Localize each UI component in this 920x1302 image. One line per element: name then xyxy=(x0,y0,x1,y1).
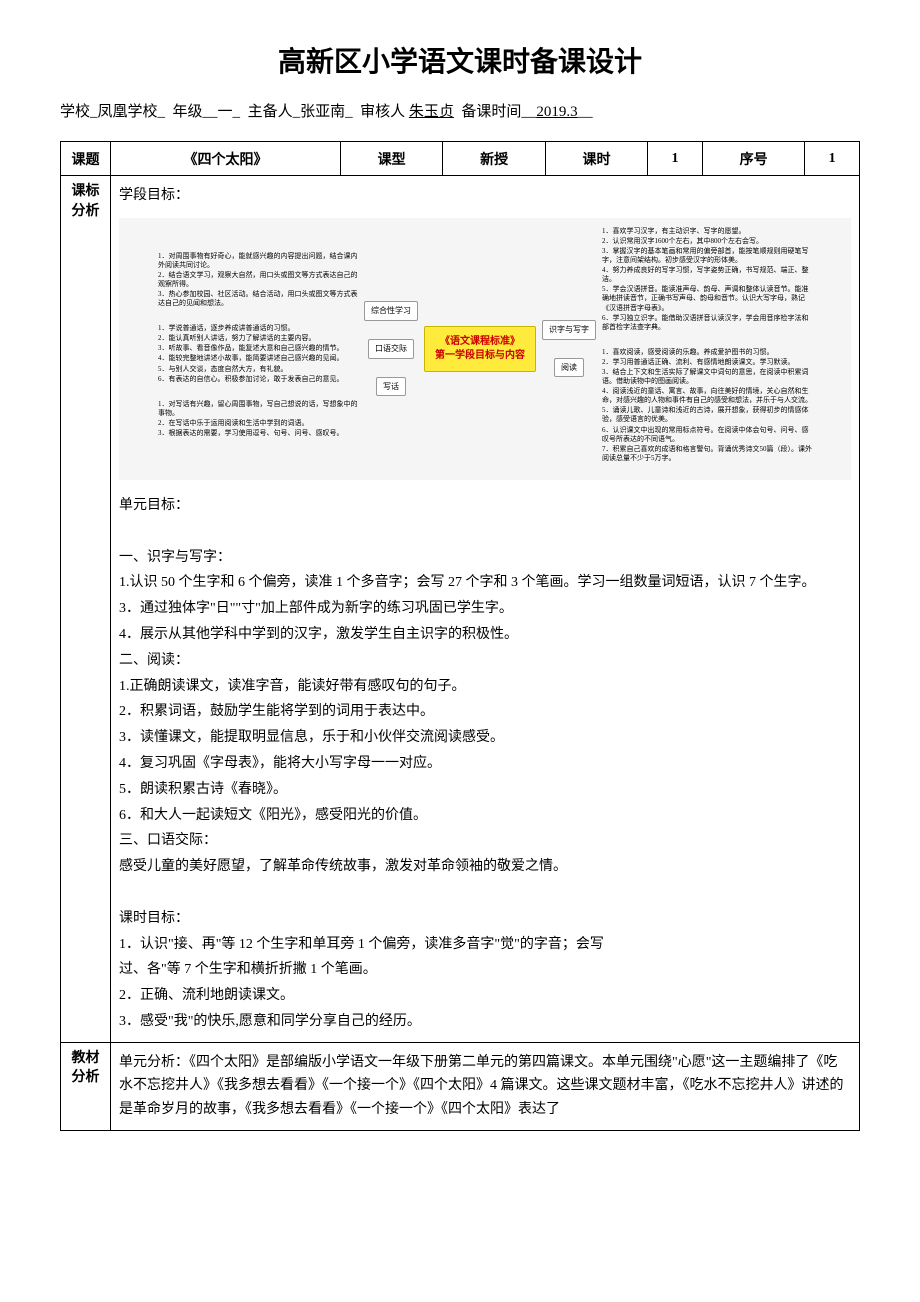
kb-p11: 4．复习巩固《字母表》，能将大小写字母一一对应。 xyxy=(119,752,851,776)
mindmap-left-details: 1．对周围事物有好奇心，能就感兴趣的内容提出问题，结合课内外阅读共同讨论。2．结… xyxy=(158,251,358,448)
mindmap-detail-line: 6．有表达的自信心。积极参加讨论，敢于发表自己的意见。 xyxy=(158,375,358,384)
period-label: 课时 xyxy=(545,142,647,176)
kb-p14: 三、口语交际： xyxy=(119,829,851,853)
mindmap-detail-line: 6．认识课文中出现的常用标点符号。在阅读中体会句号、问号、感叹号所表达的不同语气… xyxy=(602,426,812,444)
mm-center-l1: 《语文课程标准》 xyxy=(435,335,525,349)
kb-p10: 3．读懂课文，能提取明显信息，乐于和小伙伴交流阅读感受。 xyxy=(119,726,851,750)
kb-p13: 6．和大人一起读短文《阳光》，感受阳光的价值。 xyxy=(119,804,851,828)
mm-node-shizi: 识字与写字 xyxy=(542,320,596,340)
kb-p19: 2．正确、流利地朗读课文。 xyxy=(119,984,851,1008)
mindmap-right-nodes: 识字与写字 阅读 xyxy=(542,320,596,377)
kb-p12: 5．朗读积累古诗《春晓》。 xyxy=(119,778,851,802)
seq-value: 1 xyxy=(805,142,860,176)
kebiao-row: 课标分析 学段目标： 1．对周围事物有好奇心，能就感兴趣的内容提出问题，结合课内… xyxy=(61,176,860,1043)
mindmap-detail-line: 3．掌握汉字的基本笔画和常用的偏旁部首，能按笔顺规则用硬笔写字，注意间架结构。初… xyxy=(602,247,812,265)
mindmap-right-details: 1．喜欢学习汉字，有主动识字、写字的愿望。2．认识常用汉字1600个左右，其中8… xyxy=(602,226,812,472)
reviewer-label: 审核人 xyxy=(360,104,405,120)
kb-p17: 1．认识"接、再"等 12 个生字和单耳旁 1 个偏旁，读准多音字"觉"的字音；… xyxy=(119,933,851,957)
mindmap-detail-line: 6．学习独立识字。能借助汉语拼音认读汉字，学会用音序检字法和部首检字法查字典。 xyxy=(602,314,812,332)
kb-p9: 2．积累词语，鼓励学生能将学到的词用于表达中。 xyxy=(119,700,851,724)
school-label: 学校 xyxy=(60,104,90,120)
kb-p8: 1.正确朗读课文，读准字音，能读好带有感叹句的句子。 xyxy=(119,675,851,699)
grade-value: __一_ xyxy=(203,104,241,120)
jiaocai-row: 教材分析 单元分析：《四个太阳》是部编版小学语文一年级下册第二单元的第四篇课文。… xyxy=(61,1042,860,1130)
mindmap-detail-line: 1．学说普通话，逐步养成讲普通话的习惯。 xyxy=(158,324,358,333)
seq-label: 序号 xyxy=(702,142,804,176)
topic-label: 课题 xyxy=(61,142,111,176)
kebiao-label: 课标分析 xyxy=(61,176,111,1043)
unit-goal-head: 单元目标： xyxy=(119,494,851,518)
kb-p4: 1.认识 50 个生字和 6 个偏旁，读准 1 个多音字；会写 27 个字和 3… xyxy=(119,571,851,595)
jiaocai-content: 单元分析：《四个太阳》是部编版小学语文一年级下册第二单元的第四篇课文。本单元围绕… xyxy=(111,1042,860,1130)
mindmap-detail-line: 1．喜欢阅读，感受阅读的乐趣。养成爱护图书的习惯。 xyxy=(602,348,812,357)
period-value: 1 xyxy=(648,142,703,176)
mindmap-detail-line: 1．喜欢学习汉字，有主动识字、写字的愿望。 xyxy=(602,227,812,236)
preparer-label: 主备人 xyxy=(248,104,293,120)
mindmap-detail-line: 4．阅读浅近的童话、寓言、故事，向往美好的情境，关心自然和生命，对感兴趣的人物和… xyxy=(602,387,812,405)
topic-value: 《四个太阳》 xyxy=(111,142,341,176)
mindmap-detail-line: 2．学习用普通话正确、流利、有感情地朗读课文。学习默读。 xyxy=(602,358,812,367)
mindmap: 1．对周围事物有好奇心，能就感兴趣的内容提出问题，结合课内外阅读共同讨论。2．结… xyxy=(119,218,851,480)
mindmap-detail-line: 4．能较完整地讲述小故事，能简要讲述自己感兴趣的见闻。 xyxy=(158,354,358,363)
mindmap-detail-line: 2．在写话中乐于运用阅读和生活中学到的词语。 xyxy=(158,419,358,428)
kb-p20: 3．感受"我"的快乐,愿意和同学分享自己的经历。 xyxy=(119,1010,851,1034)
reviewer-value: 朱玉贞 xyxy=(409,104,454,120)
meta-line: 学校_凤凰学校_ 年级__一_ 主备人_张亚南_ 审核人 朱玉贞 备课时间__2… xyxy=(60,100,860,121)
mm-center-l2: 第一学段目标与内容 xyxy=(435,349,525,363)
date-label: 备课时间 xyxy=(461,104,521,120)
mindmap-detail-line: 7．积累自己喜欢的成语和格言警句。背诵优秀诗文50篇（段）。课外阅读总量不少于5… xyxy=(602,445,812,463)
mindmap-detail-line: 3．听故事、看音像作品，能复述大意和自己感兴趣的情节。 xyxy=(158,344,358,353)
mindmap-center: 《语文课程标准》 第一学段目标与内容 xyxy=(424,326,536,372)
mm-node-zonghe: 综合性学习 xyxy=(364,301,418,321)
school-value: _凤凰学校_ xyxy=(90,104,165,120)
page-title: 高新区小学语文课时备课设计 xyxy=(60,40,860,80)
mindmap-detail-line: 5．学会汉语拼音。能读准声母、韵母、声调和整体认读音节。能准确地拼读音节，正确书… xyxy=(602,285,812,312)
header-row: 课题 《四个太阳》 课型 新授 课时 1 序号 1 xyxy=(61,142,860,176)
mindmap-detail-line: 3．结合上下文和生活实际了解课文中词句的意思，在阅读中积累词语。借助读物中的图画… xyxy=(602,368,812,386)
mm-node-xiehua: 写话 xyxy=(376,377,406,397)
mindmap-detail-line: 1．对周围事物有好奇心，能就感兴趣的内容提出问题，结合课内外阅读共同讨论。 xyxy=(158,252,358,270)
jiaocai-label: 教材分析 xyxy=(61,1042,111,1130)
mindmap-detail-line: 2．结合语文学习，观察大自然，用口头或图文等方式表达自己的观察所得。 xyxy=(158,271,358,289)
type-label: 课型 xyxy=(340,142,442,176)
mindmap-detail-line: 3．根据表达的需要，学习使用逗号、句号、问号、感叹号。 xyxy=(158,429,358,438)
mm-node-yuedu: 阅读 xyxy=(554,358,584,378)
kb-p7: 二、阅读： xyxy=(119,649,851,673)
kb-p3: 一、识字与写字： xyxy=(119,546,851,570)
mindmap-detail-line: 3．热心参加校园、社区活动。结合活动，用口头或图文等方式表达自己的见闻和想法。 xyxy=(158,290,358,308)
mindmap-left-nodes: 综合性学习 口语交际 写话 xyxy=(364,301,418,396)
mindmap-detail-line: 5．与别人交谈，态度自然大方，有礼貌。 xyxy=(158,365,358,374)
kb-p6: 4．展示从其他学科中学到的汉字，激发学生自主识字的积极性。 xyxy=(119,623,851,647)
mindmap-detail-line: 2．认识常用汉字1600个左右，其中800个左右会写。 xyxy=(602,237,812,246)
kb-p15: 感受儿童的美好愿望，了解革命传统故事，激发对革命领袖的敬爱之情。 xyxy=(119,855,851,879)
kb-p18: 过、各"等 7 个生字和横折折撇 1 个笔画。 xyxy=(119,958,851,982)
type-value: 新授 xyxy=(443,142,545,176)
kebiao-content: 学段目标： 1．对周围事物有好奇心，能就感兴趣的内容提出问题，结合课内外阅读共同… xyxy=(111,176,860,1043)
mindmap-detail-line: 1．对写话有兴趣，留心周围事物，写自己想说的话，写想象中的事物。 xyxy=(158,400,358,418)
stage-goal-head: 学段目标： xyxy=(119,184,851,208)
kb-p16: 课时目标： xyxy=(119,907,851,931)
kb-p5: 3．通过独体字"日""寸"加上部件成为新字的练习巩固已学生字。 xyxy=(119,597,851,621)
jc-p1: 单元分析：《四个太阳》是部编版小学语文一年级下册第二单元的第四篇课文。本单元围绕… xyxy=(119,1051,851,1122)
mindmap-detail-line: 5．诵读儿歌、儿童诗和浅近的古诗，展开想象，获得初步的情感体验，感受语言的优美。 xyxy=(602,406,812,424)
mindmap-detail-line: 4．努力养成良好的写字习惯，写字姿势正确，书写规范、端正、整洁。 xyxy=(602,266,812,284)
preparer-value: _张亚南_ xyxy=(293,104,353,120)
grade-label: 年级 xyxy=(173,104,203,120)
mindmap-detail-line: 2．能认真听别人讲话，努力了解讲话的主要内容。 xyxy=(158,334,358,343)
date-value: 2019.3 xyxy=(536,104,577,120)
lesson-table: 课题 《四个太阳》 课型 新授 课时 1 序号 1 课标分析 学段目标： 1．对… xyxy=(60,141,860,1131)
mm-node-kouyu: 口语交际 xyxy=(368,339,414,359)
